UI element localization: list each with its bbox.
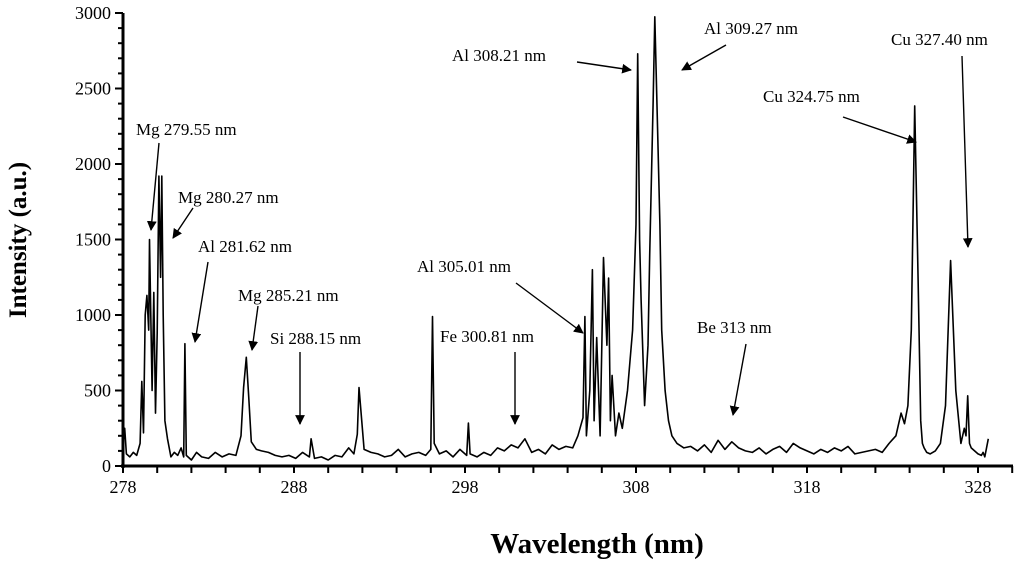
- y-tick-label: 3000: [75, 3, 111, 23]
- y-tick-label: 2000: [75, 154, 111, 174]
- y-tick-label: 2500: [75, 79, 111, 99]
- annotation-arrow: [515, 282, 584, 334]
- annotation-label: Be 313 nm: [697, 318, 772, 337]
- annotation-arrow: [961, 55, 973, 248]
- x-tick-label: 328: [965, 477, 992, 497]
- x-tick-label: 288: [281, 477, 308, 497]
- annotation-label: Mg 279.55 nm: [136, 120, 237, 139]
- annotation-arrow: [146, 142, 160, 231]
- annotation-label: Mg 280.27 nm: [178, 188, 279, 207]
- x-tick-label: 298: [452, 477, 479, 497]
- annotation-arrow: [842, 116, 917, 144]
- y-tick-label: 0: [102, 456, 111, 476]
- annotation-label: Al 309.27 nm: [704, 19, 798, 38]
- annotation-arrow: [681, 44, 727, 71]
- spectrum-line: [122, 16, 990, 461]
- annotation-arrow: [576, 61, 632, 74]
- x-tick-label: 308: [623, 477, 650, 497]
- annotation-arrow: [248, 305, 259, 351]
- y-tick-label: 1000: [75, 305, 111, 325]
- x-tick-label: 278: [110, 477, 137, 497]
- annotation-label: Si 288.15 nm: [270, 329, 361, 348]
- annotation-arrow: [172, 207, 194, 239]
- annotation-arrow: [729, 343, 747, 416]
- annotation-label: Mg 285.21 nm: [238, 286, 339, 305]
- y-axis-title: Intensity (a.u.): [5, 162, 32, 318]
- x-tick-label: 318: [794, 477, 821, 497]
- x-axis-title: Wavelength (nm): [490, 528, 703, 560]
- annotation-label: Al 308.21 nm: [452, 46, 546, 65]
- annotation-label: Cu 327.40 nm: [891, 30, 988, 49]
- y-tick-label: 1500: [75, 230, 111, 250]
- y-tick-label: 500: [84, 381, 111, 401]
- annotation-arrow: [191, 261, 209, 343]
- annotation-label: Al 281.62 nm: [198, 237, 292, 256]
- annotation-label: Fe 300.81 nm: [440, 327, 534, 346]
- annotation-label: Cu 324.75 nm: [763, 87, 860, 106]
- annotation-label: Al 305.01 nm: [417, 257, 511, 276]
